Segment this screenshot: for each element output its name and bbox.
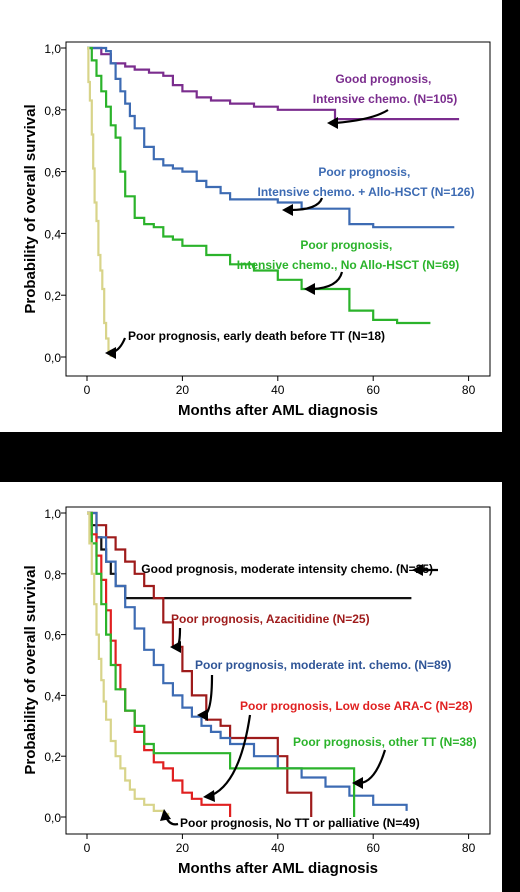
arrowhead (105, 347, 116, 359)
annotation-good-moderate: Good prognosis, moderate intensity chemo… (141, 562, 433, 576)
x-tick-label: 80 (462, 841, 476, 855)
series-line-poor-prognosis-moderate-int-chemo-n-89 (87, 511, 408, 811)
y-tick-label: 0,0 (44, 811, 61, 825)
series-line-poor-prognosis-azacitidine-n-25 (87, 511, 313, 817)
annotation-no-tt: Poor prognosis, No TT or palliative (N=4… (180, 816, 420, 830)
arrowhead (160, 809, 171, 821)
y-tick-label: 0,6 (44, 166, 61, 180)
annotation-early-death: Poor prognosis, early death before TT (N… (128, 329, 385, 343)
arrowhead (203, 790, 215, 802)
y-tick-label: 0,4 (44, 227, 61, 241)
arrows (105, 109, 389, 359)
annotation-azacitidine: Poor prognosis, Azacitidine (N=25) (171, 612, 370, 626)
series-layer (87, 511, 412, 817)
y-ticks: 0,0 0,2 0,4 0,6 0,8 1,0 (44, 42, 61, 365)
chart-panel-top: Months after AML diagnosis Probability o… (0, 0, 502, 432)
y-tick-label: 0,2 (44, 750, 61, 764)
x-tick-label: 0 (84, 841, 91, 855)
series-line-good-prognosis-intensive-chemo-n-105 (87, 46, 460, 121)
annotation-good-intensive: Good prognosis, Intensive chemo. (N=105) (313, 72, 457, 106)
survival-chart-bottom: Months after AML diagnosis Probability o… (22, 506, 491, 877)
x-tick-label: 40 (271, 383, 285, 397)
arrow-poor-allo (289, 197, 324, 212)
series-line-poor-prognosis-no-tt-or-palliative-n-49 (87, 511, 170, 817)
y-axis-title: Probability of overall survival (22, 565, 39, 774)
series-line-poor-prognosis-other-tt-n-38 (87, 511, 356, 817)
arrowhead (327, 117, 338, 129)
y-tick-label: 0,6 (44, 629, 61, 643)
annotation-other-tt: Poor prognosis, other TT (N=38) (293, 735, 477, 749)
y-ticks: 0,0 0,2 0,4 0,6 0,8 1,0 (44, 507, 61, 825)
arrow-good-intensive (334, 109, 389, 125)
y-axis-title: Probability of overall survival (22, 104, 39, 313)
x-tick-label: 0 (84, 383, 91, 397)
annotation-poor-moderate: Poor prognosis, moderate int. chemo. (N=… (195, 658, 451, 672)
x-axis-title: Months after AML diagnosis (178, 402, 378, 419)
chart-panel-bottom: Months after AML diagnosis Probability o… (0, 482, 502, 892)
arrowhead (282, 204, 293, 216)
x-tick-label: 40 (271, 841, 285, 855)
arrow-low-dose-arac (211, 714, 252, 796)
annotation-low-dose-arac: Poor prognosis, Low dose ARA-C (N=28) (240, 699, 473, 713)
x-ticks: 0 20 40 60 80 (84, 841, 476, 855)
x-ticks: 0 20 40 60 80 (84, 383, 476, 397)
arrowhead (412, 564, 423, 576)
y-tick-label: 0,0 (44, 351, 61, 365)
y-tick-label: 0,8 (44, 104, 61, 118)
survival-chart-top: Months after AML diagnosis Probability o… (22, 41, 491, 419)
y-tick-label: 1,0 (44, 507, 61, 521)
y-tick-label: 0,8 (44, 568, 61, 582)
x-tick-label: 20 (176, 383, 190, 397)
y-tick-label: 0,2 (44, 289, 61, 303)
annotations: Good prognosis, Intensive chemo. (N=105)… (128, 72, 474, 343)
tick-marks (61, 512, 470, 839)
x-tick-label: 20 (176, 841, 190, 855)
x-tick-label: 60 (367, 383, 381, 397)
arrowhead (170, 641, 181, 653)
x-tick-label: 60 (367, 841, 381, 855)
annotation-poor-no-allo: Poor prognosis, Intensive chemo., No All… (237, 238, 460, 272)
y-tick-label: 1,0 (44, 42, 61, 56)
arrowhead (352, 777, 363, 789)
plot-frame (65, 41, 491, 377)
annotation-poor-allo: Poor prognosis, Intensive chemo. + Allo-… (258, 165, 475, 199)
arrowhead (197, 709, 208, 721)
arrow-poor-no-allo (311, 271, 344, 291)
x-tick-label: 80 (462, 383, 476, 397)
arrowhead (304, 283, 315, 295)
x-axis-title: Months after AML diagnosis (178, 860, 378, 877)
arrows (160, 564, 438, 826)
plot-frame (65, 506, 491, 835)
y-tick-label: 0,4 (44, 689, 61, 703)
series-line-poor-prognosis-early-death-before-tt-n-18 (87, 46, 112, 357)
tick-marks (61, 47, 470, 381)
annotations: Good prognosis, moderate intensity chemo… (141, 562, 476, 830)
